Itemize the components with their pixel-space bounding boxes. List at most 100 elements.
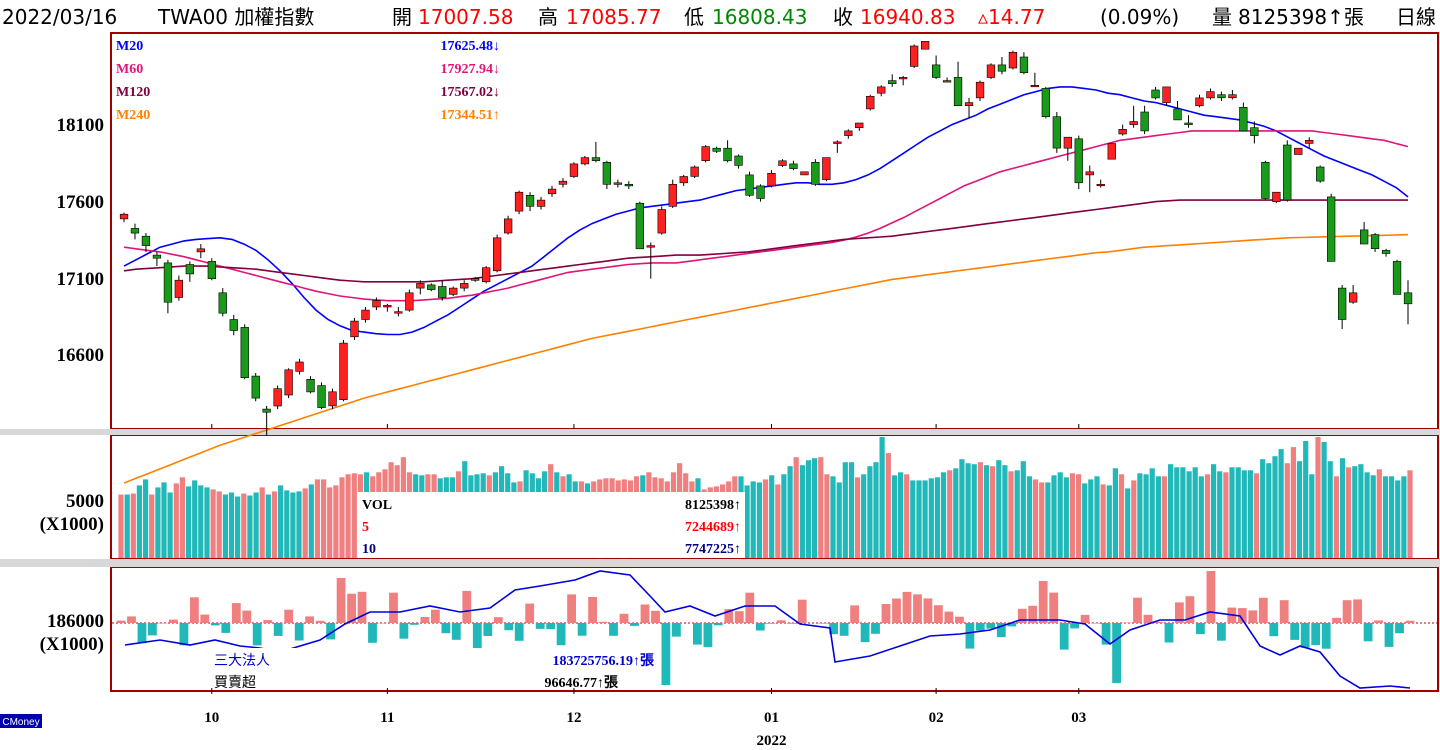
candlestick — [1217, 91, 1226, 102]
candlestick — [591, 141, 601, 163]
candlestick — [372, 297, 381, 311]
candlestick — [1403, 280, 1413, 325]
panel-separator — [0, 429, 1440, 435]
x-tick-label: 10 — [204, 710, 219, 726]
volume-bar — [1211, 464, 1217, 558]
candlestick — [866, 94, 875, 111]
net-buy-bar — [210, 623, 220, 626]
volume-bar — [971, 464, 977, 558]
candlestick — [262, 405, 271, 436]
volume-bar — [1192, 467, 1198, 559]
net-buy-bar — [693, 623, 702, 645]
net-buy-bar — [986, 623, 996, 629]
high-value: 17085.77 — [566, 5, 662, 29]
net-buy-bar — [1311, 623, 1321, 646]
volume-bar — [1389, 476, 1395, 558]
net-buy-bar — [724, 609, 734, 623]
candlestick — [152, 251, 162, 267]
volume-bar — [204, 487, 210, 558]
net-buy-bar — [975, 623, 985, 631]
legend-m60-name: M60 — [116, 62, 143, 77]
volume-bar — [1198, 476, 1204, 558]
volume-value: 8125398↑張 — [1238, 5, 1364, 29]
volume-label: 量 — [1212, 5, 1232, 29]
candlestick — [745, 171, 754, 197]
net-buy-bar — [1353, 599, 1362, 623]
net-buy-bar — [892, 598, 901, 623]
ma-line-m20 — [123, 86, 1409, 336]
high-label: 高 — [538, 5, 558, 29]
net-buy-bar — [546, 623, 556, 629]
volume-bar — [1168, 464, 1174, 558]
volume-bar — [161, 482, 167, 558]
volume-bar — [904, 474, 910, 558]
volume-bar — [1063, 477, 1069, 558]
net-buy-bar — [829, 623, 838, 635]
net-buy-bar — [148, 623, 157, 636]
candlestick — [1261, 160, 1270, 201]
candlestick — [492, 234, 502, 273]
volume-bar — [1217, 471, 1223, 558]
volume-bar — [1382, 476, 1389, 558]
volume-bar — [296, 491, 302, 558]
volume-bar — [1082, 483, 1088, 558]
candlestick — [1381, 248, 1391, 257]
volume-bar — [149, 494, 155, 558]
volume-bar — [769, 475, 775, 558]
x-tick-label: 01 — [764, 710, 779, 726]
price-tick-label: 16600 — [57, 345, 105, 366]
net-buy-bar — [1384, 623, 1394, 647]
volume-bar — [167, 492, 173, 558]
net-buy-bar — [1101, 623, 1111, 645]
candlestick — [1173, 101, 1182, 121]
net-buy-bar — [850, 605, 859, 623]
candlestick — [503, 215, 513, 235]
candlestick — [964, 97, 974, 119]
open-label: 開 — [392, 5, 412, 29]
candlestick — [888, 74, 897, 87]
volume-bar — [799, 465, 805, 558]
volume-bar — [1266, 463, 1272, 558]
volume-bar — [185, 486, 192, 558]
candlestick — [811, 159, 820, 186]
candlestick — [1392, 259, 1402, 295]
net-buy-bar — [745, 592, 755, 623]
volume-bar — [1254, 473, 1260, 558]
legend-m120-name: M120 — [116, 85, 150, 100]
legend-m20-value: 17625.48↓ — [441, 39, 501, 54]
net-buy-bar — [462, 590, 472, 623]
candlestick — [1272, 191, 1281, 204]
volume-bar — [842, 462, 848, 558]
net-buy-bar — [451, 623, 461, 640]
institutional-tick-label: 186000 — [47, 611, 104, 632]
volume-bar — [1315, 437, 1321, 558]
volume-bar — [861, 474, 867, 558]
net-buy-bar — [1300, 623, 1310, 648]
volume-bar — [1339, 458, 1346, 558]
volume-bar — [302, 488, 308, 558]
volume-bar — [228, 492, 235, 558]
net-buy-bar — [609, 623, 618, 636]
quote-header: 2022/03/16 TWA00 加權指數 開 17007.58 高 17085… — [0, 0, 1440, 34]
volume-bar — [1278, 449, 1284, 558]
low-label: 低 — [684, 5, 704, 29]
volume-bar — [910, 480, 916, 558]
volume-bar — [1272, 456, 1278, 558]
net-buy-bar — [965, 623, 975, 649]
volume-bar — [345, 474, 351, 558]
net-buy-bar — [1269, 623, 1279, 637]
volume-bar — [756, 482, 762, 558]
volume-bar — [1039, 482, 1045, 558]
net-buy-bar — [420, 617, 430, 623]
ma-line-m240 — [123, 233, 1409, 484]
institutional-legend: 三大法人 183725756.19↑張 買賣超 96646.77↑張 — [210, 648, 656, 691]
legend-m120-value: 17567.02↓ — [441, 85, 501, 100]
candlestick — [141, 233, 151, 252]
candlestick — [1250, 121, 1259, 144]
candlestick — [679, 174, 688, 186]
change-percent: (0.09%) — [1100, 5, 1180, 29]
x-tick-label: 12 — [566, 710, 581, 726]
net-buy-bar — [410, 623, 419, 625]
volume-bar — [1106, 485, 1112, 558]
volume-tick-label: 5000 — [66, 491, 104, 512]
